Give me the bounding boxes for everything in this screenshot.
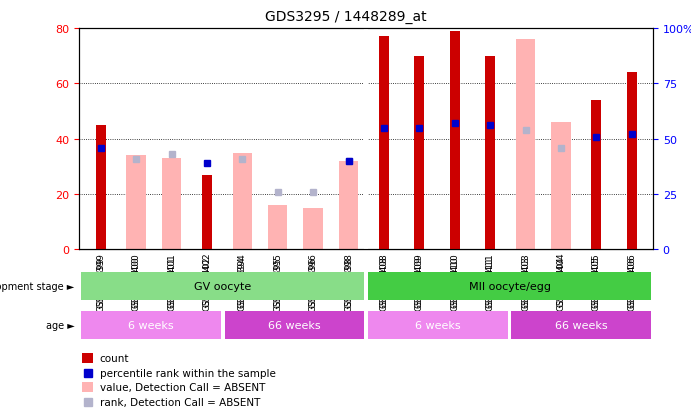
Text: MII oocyte/egg: MII oocyte/egg: [468, 281, 551, 291]
Text: GSM296409: GSM296409: [415, 252, 424, 307]
Bar: [627, 73, 636, 250]
Text: GSM296405: GSM296405: [592, 252, 601, 307]
Bar: [82, 311, 221, 339]
Text: GSM296400: GSM296400: [131, 252, 140, 307]
Bar: [485, 57, 495, 250]
Text: age ►: age ►: [46, 320, 75, 330]
Bar: [96, 126, 106, 250]
Text: rank, Detection Call = ABSENT: rank, Detection Call = ABSENT: [100, 396, 260, 407]
Bar: [339, 161, 358, 250]
Text: GSM296394: GSM296394: [238, 252, 247, 307]
Text: GSM296399: GSM296399: [96, 252, 105, 307]
Text: 66 weeks: 66 weeks: [555, 320, 607, 330]
Bar: [162, 159, 181, 250]
Bar: [551, 123, 571, 250]
Text: development stage ►: development stage ►: [0, 281, 75, 291]
Bar: [82, 353, 93, 363]
Text: GDS3295 / 1448289_at: GDS3295 / 1448289_at: [265, 10, 426, 24]
Text: 6 weeks: 6 weeks: [129, 320, 174, 330]
Text: GSM296402: GSM296402: [202, 252, 211, 307]
Bar: [515, 40, 536, 250]
Bar: [82, 272, 364, 300]
Text: 66 weeks: 66 weeks: [268, 320, 321, 330]
Text: GSM296410: GSM296410: [451, 252, 460, 307]
Bar: [415, 57, 424, 250]
Text: GSM296404: GSM296404: [556, 252, 565, 307]
Bar: [82, 382, 93, 392]
Text: GSM296411: GSM296411: [486, 252, 495, 307]
Text: GSM296408: GSM296408: [379, 252, 388, 307]
Bar: [233, 153, 252, 250]
Bar: [511, 311, 651, 339]
Text: GSM296403: GSM296403: [521, 252, 530, 307]
Bar: [379, 37, 389, 250]
Text: GSM296395: GSM296395: [273, 252, 282, 307]
Bar: [368, 311, 508, 339]
Text: 6 weeks: 6 weeks: [415, 320, 461, 330]
Text: GSM296398: GSM296398: [344, 252, 353, 307]
Text: GSM296401: GSM296401: [167, 252, 176, 307]
Text: percentile rank within the sample: percentile rank within the sample: [100, 368, 276, 378]
Text: GSM296406: GSM296406: [627, 252, 636, 307]
Bar: [591, 101, 601, 250]
Text: GSM296396: GSM296396: [309, 252, 318, 307]
Bar: [202, 175, 212, 250]
Bar: [368, 272, 651, 300]
Bar: [450, 32, 460, 250]
Bar: [303, 209, 323, 250]
Bar: [126, 156, 146, 250]
Text: GV oocyte: GV oocyte: [194, 281, 252, 291]
Bar: [268, 206, 287, 250]
Bar: [225, 311, 364, 339]
Text: value, Detection Call = ABSENT: value, Detection Call = ABSENT: [100, 382, 265, 392]
Text: count: count: [100, 353, 129, 363]
